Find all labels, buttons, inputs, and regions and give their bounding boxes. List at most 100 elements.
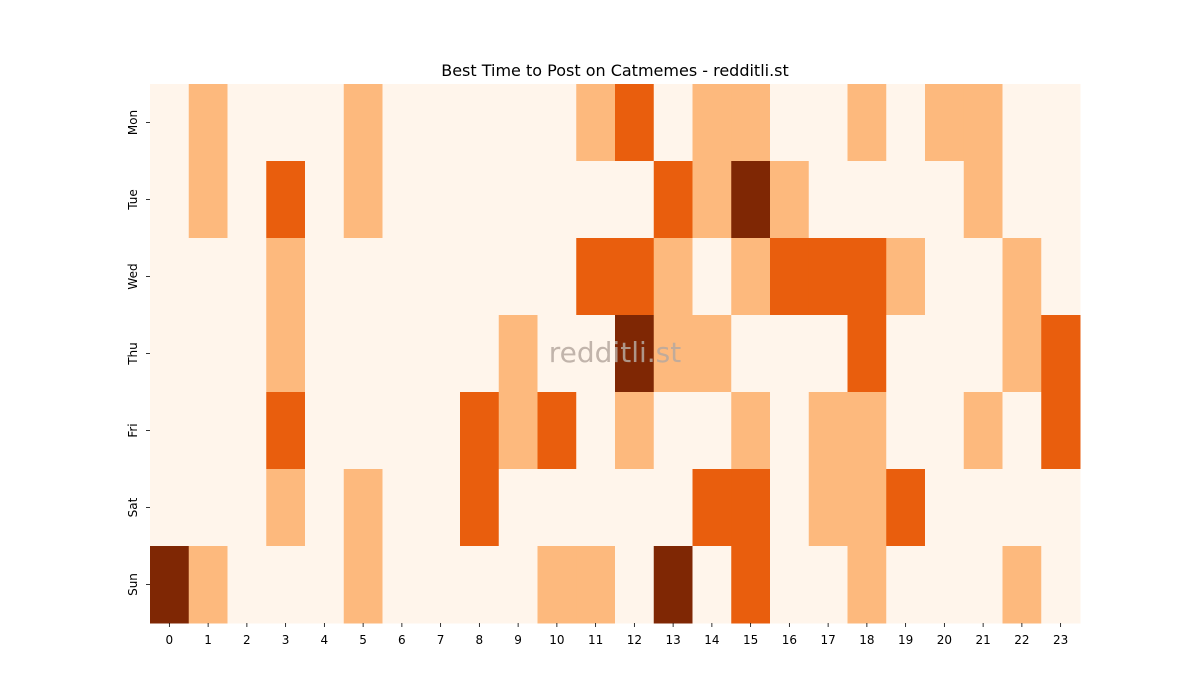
heatmap-cell	[305, 392, 345, 470]
heatmap-cell	[1002, 392, 1042, 470]
x-tick-label: 13	[665, 633, 680, 647]
heatmap-cell	[1002, 84, 1042, 162]
x-tick-label: 15	[743, 633, 758, 647]
heatmap-cell	[188, 546, 228, 624]
heatmap-cell	[537, 238, 577, 316]
heatmap-cell	[305, 546, 345, 624]
x-axis: 0 1 2 3 4 5 6 7 8 9 10 11 12 13 14 15 16 17 18 19 20 21 22 23	[166, 623, 1068, 647]
heatmap-cell	[382, 84, 422, 162]
heatmap-cell	[731, 161, 771, 239]
heatmap-cell	[305, 315, 345, 393]
heatmap-cell	[421, 238, 461, 316]
heatmap-cell	[188, 392, 228, 470]
heatmap-cell	[576, 546, 616, 624]
x-tick-label: 23	[1053, 633, 1068, 647]
heatmap-cell	[576, 469, 616, 547]
heatmap-cell	[886, 392, 926, 470]
heatmap-cell	[460, 546, 500, 624]
heatmap-cell	[963, 238, 1003, 316]
heatmap-cell	[847, 161, 887, 239]
heatmap-cell	[770, 238, 810, 316]
heatmap-cell	[963, 392, 1003, 470]
heatmap-cell	[925, 315, 965, 393]
heatmap-cell	[847, 84, 887, 162]
heatmap-cell	[382, 469, 422, 547]
heatmap-cell	[266, 238, 306, 316]
heatmap-cell	[576, 84, 616, 162]
heatmap-cell	[498, 469, 538, 547]
heatmap-cell	[653, 469, 693, 547]
x-tick-label: 3	[282, 633, 290, 647]
heatmap-cell	[343, 238, 383, 316]
heatmap-cell	[188, 238, 228, 316]
heatmap-cell	[576, 315, 616, 393]
heatmap-cell	[653, 315, 693, 393]
heatmap-cell	[266, 84, 306, 162]
heatmap-cell	[925, 392, 965, 470]
heatmap-cell	[421, 161, 461, 239]
y-tick-label: Tue	[126, 189, 140, 211]
heatmap-cell	[421, 84, 461, 162]
x-tick-label: 14	[704, 633, 719, 647]
heatmap-cell	[498, 315, 538, 393]
heatmap-cell	[847, 546, 887, 624]
heatmap-cell	[808, 84, 848, 162]
heatmap-cell	[615, 392, 655, 470]
heatmap-cell	[847, 238, 887, 316]
heatmap-cell	[1041, 84, 1081, 162]
heatmap-cell	[343, 392, 383, 470]
heatmap-cell	[1041, 469, 1081, 547]
heatmap-cell	[227, 84, 267, 162]
heatmap-cell	[537, 392, 577, 470]
heatmap-cell	[227, 161, 267, 239]
y-tick-label: Sat	[126, 497, 140, 517]
heatmap-cell	[653, 546, 693, 624]
heatmap-cell	[1002, 469, 1042, 547]
heatmap-cell	[770, 469, 810, 547]
heatmap-cell	[692, 238, 732, 316]
heatmap-cell	[421, 469, 461, 547]
heatmap-cell	[615, 315, 655, 393]
heatmap-cell	[925, 469, 965, 547]
x-tick-label: 20	[937, 633, 952, 647]
heatmap-cell	[925, 161, 965, 239]
heatmap-cell	[731, 84, 771, 162]
heatmap-cell	[692, 84, 732, 162]
heatmap-cell	[692, 315, 732, 393]
heatmap-cell	[770, 161, 810, 239]
heatmap-cell	[925, 84, 965, 162]
heatmap-cell	[227, 315, 267, 393]
heatmap-cell	[770, 315, 810, 393]
heatmap-cell	[421, 315, 461, 393]
heatmap-cell	[382, 238, 422, 316]
heatmap-cell	[731, 315, 771, 393]
x-tick-label: 19	[898, 633, 913, 647]
heatmap-cell	[460, 84, 500, 162]
heatmap-cell	[886, 315, 926, 393]
heatmap-cell	[382, 546, 422, 624]
heatmap-cell	[305, 238, 345, 316]
heatmap-cell	[653, 84, 693, 162]
heatmap-cell	[925, 546, 965, 624]
heatmap-cell	[653, 238, 693, 316]
watermark: redditli.st	[549, 336, 681, 369]
heatmap-cell	[963, 161, 1003, 239]
heatmap-cell	[343, 315, 383, 393]
x-tick-label: 16	[782, 633, 797, 647]
heatmap-cell	[266, 315, 306, 393]
heatmap-cell	[963, 315, 1003, 393]
heatmap-cell	[498, 161, 538, 239]
heatmap-cell	[731, 469, 771, 547]
heatmap-cell	[731, 238, 771, 316]
heatmap-cell	[537, 84, 577, 162]
heatmap-cell	[343, 161, 383, 239]
heatmap-cell	[925, 238, 965, 316]
heatmap-cell	[188, 469, 228, 547]
heatmap-cell	[886, 161, 926, 239]
heatmap-cell	[537, 315, 577, 393]
y-axis: Mon Tue Wed Thu Fri Sat Sun	[126, 110, 150, 596]
heatmap-cell	[1041, 315, 1081, 393]
heatmap-cell	[460, 238, 500, 316]
heatmap-cell	[576, 392, 616, 470]
x-tick-label: 17	[820, 633, 835, 647]
